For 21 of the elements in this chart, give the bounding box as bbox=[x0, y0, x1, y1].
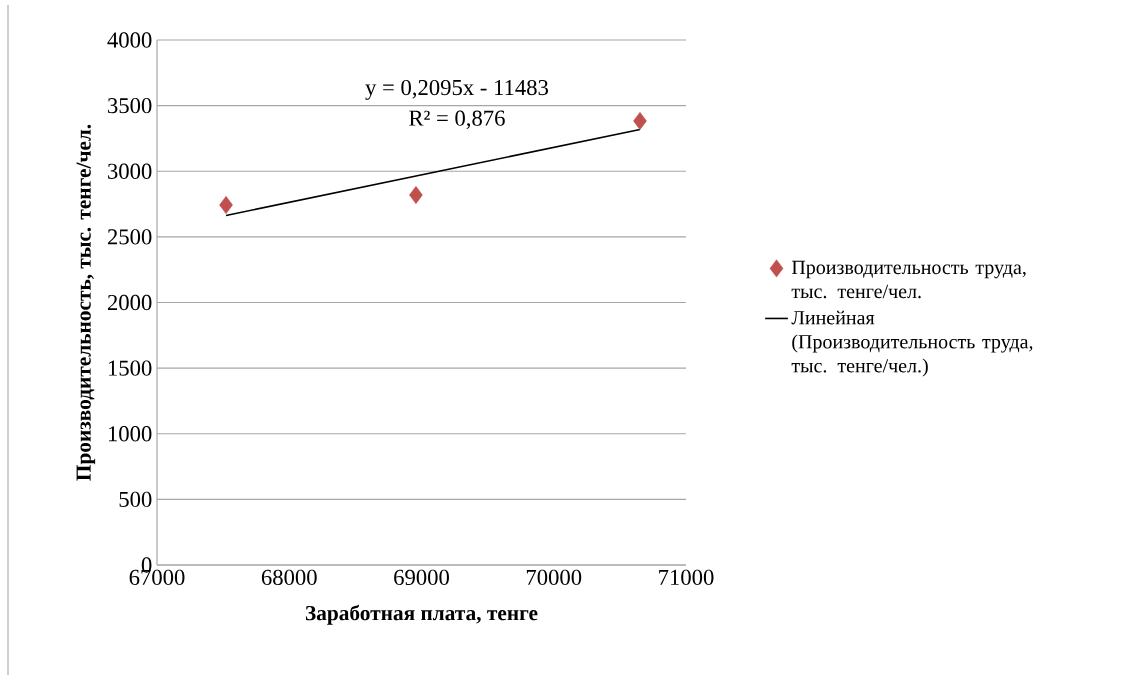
annotation: R² = 0,876 bbox=[409, 110, 505, 130]
y-tick-label: 500 bbox=[119, 491, 152, 508]
legend-label: Линейная (Производительность труда, тыс. тенге/чел.) bbox=[791, 310, 1033, 377]
y-tick-label: 2500 bbox=[107, 229, 152, 245]
point bbox=[219, 196, 233, 214]
y-tick-label: 4000 bbox=[107, 32, 152, 48]
y-axis-title: Производительность, тыс. тенге/чел. bbox=[76, 124, 96, 481]
x-tick-label: 69000 bbox=[394, 569, 449, 586]
point bbox=[633, 112, 647, 130]
y-tick-label: 1000 bbox=[108, 426, 152, 442]
x-tick-label: 71000 bbox=[659, 569, 714, 586]
x-tick-label: 70000 bbox=[526, 569, 582, 586]
y-tick-label: 1500 bbox=[108, 360, 152, 376]
x-axis-title: Заработная плата, тенге bbox=[305, 604, 538, 625]
y-tick-label: 2000 bbox=[107, 294, 152, 311]
x-tick-label: 68000 bbox=[261, 569, 317, 586]
legend-label: Производительность труда, тыс. тенге/чел. bbox=[791, 260, 1026, 299]
y-tick-label: 3000 bbox=[108, 163, 152, 179]
annotation: y = 0,2095x - 11483 bbox=[365, 79, 548, 100]
point bbox=[409, 186, 423, 204]
y-tick-label: 3500 bbox=[108, 97, 152, 114]
